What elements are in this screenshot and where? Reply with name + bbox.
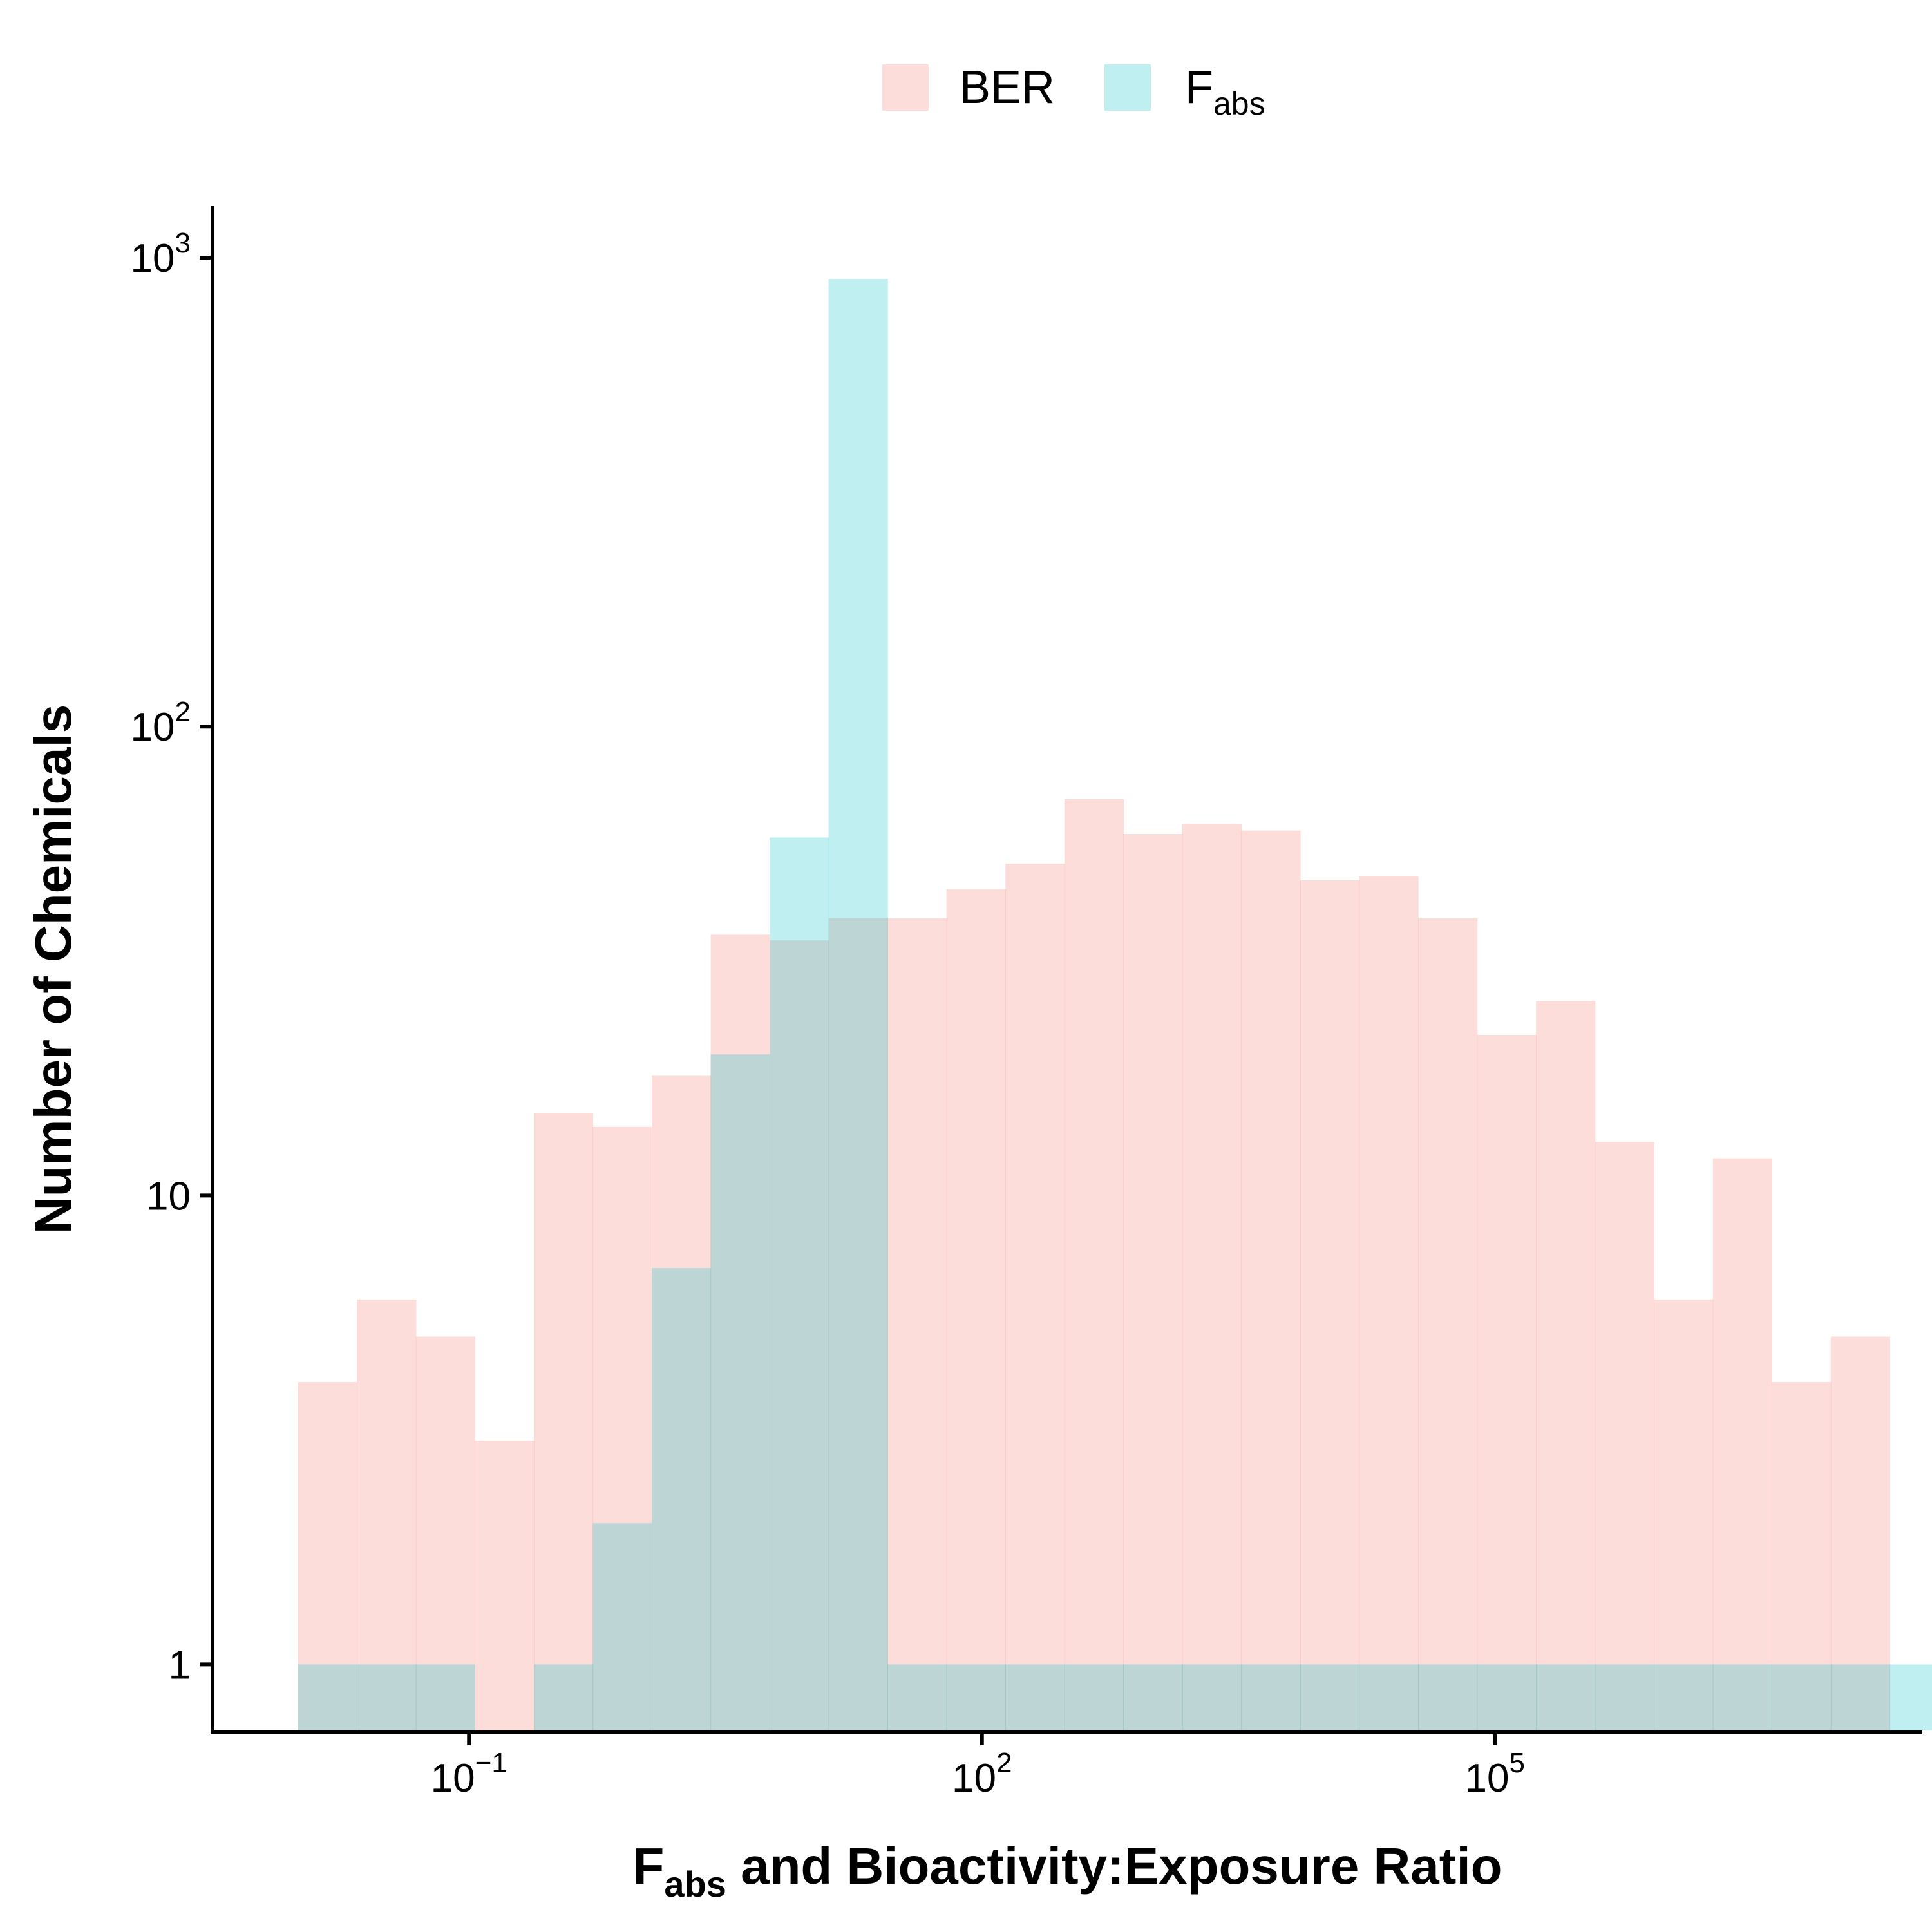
- ber-bar-10: [887, 918, 947, 1730]
- ber-bar-12: [1005, 864, 1065, 1730]
- fabs-bar-6: [652, 1268, 712, 1730]
- fabs-bar-1: [357, 1664, 417, 1730]
- ber-bar-8: [770, 940, 829, 1730]
- fabs-bar-17: [1300, 1664, 1360, 1730]
- fabs-bar-20: [1477, 1664, 1537, 1730]
- fabs-bar-12: [1005, 1664, 1065, 1730]
- legend-key-0: [882, 64, 929, 111]
- ber-bar-6: [652, 1075, 712, 1730]
- ber-bar-26: [1830, 1336, 1891, 1730]
- x-tick-label-2: 105: [1465, 1747, 1525, 1801]
- fabs-bar-4: [533, 1664, 594, 1730]
- fabs-bar-0: [298, 1664, 357, 1730]
- ber-bar-5: [592, 1126, 652, 1730]
- ber-bar-18: [1359, 876, 1419, 1730]
- fabs-bar-5: [592, 1523, 652, 1730]
- ber-bar-13: [1064, 799, 1124, 1730]
- fabs-bar-10: [887, 1664, 947, 1730]
- fabs-bar-18: [1359, 1664, 1419, 1730]
- legend-label-0: BER: [960, 62, 1055, 113]
- ber-bar-20: [1477, 1034, 1537, 1730]
- fabs-bar-26: [1830, 1664, 1891, 1730]
- fabs-bar-7: [710, 1054, 770, 1730]
- ber-bar-2: [415, 1336, 475, 1730]
- ber-bar-19: [1418, 918, 1478, 1730]
- fabs-bar-16: [1241, 1664, 1301, 1730]
- ber-bar-0: [298, 1382, 357, 1730]
- ber-bar-4: [533, 1113, 594, 1730]
- fabs-bar-22: [1595, 1664, 1654, 1730]
- fabs-bar-15: [1182, 1664, 1242, 1730]
- fabs-bar-24: [1712, 1664, 1772, 1730]
- x-tick-label-0: 10−1: [431, 1747, 507, 1801]
- legend-key-1: [1104, 64, 1151, 111]
- fabs-bar-25: [1772, 1664, 1832, 1730]
- ber-bar-23: [1654, 1299, 1714, 1730]
- ber-bar-16: [1241, 830, 1301, 1730]
- ber-bar-24: [1712, 1158, 1772, 1730]
- x-axis-title: Fabs and Bioactivity:Exposure Ratio: [632, 1837, 1502, 1904]
- y-tick-label-1: 10: [146, 1174, 191, 1218]
- x-tick-label-1: 102: [952, 1747, 1012, 1801]
- y-axis-title: Number of Chemicals: [24, 705, 82, 1234]
- ber-bar-3: [475, 1441, 535, 1730]
- fabs-bar-2: [415, 1664, 475, 1730]
- ber-bar-14: [1123, 834, 1183, 1730]
- y-tick-label-2: 102: [131, 696, 191, 750]
- axis-lines: [211, 206, 1922, 1734]
- fabs-bar-14: [1123, 1664, 1183, 1730]
- ber-bar-1: [357, 1299, 417, 1730]
- fabs-bar-9: [828, 279, 888, 1731]
- ber-bar-9: [828, 918, 888, 1730]
- ber-bar-17: [1300, 880, 1360, 1730]
- fabs-bar-21: [1536, 1664, 1596, 1730]
- fabs-bar-11: [946, 1664, 1006, 1730]
- fabs-bar-13: [1064, 1664, 1124, 1730]
- legend: BER Fabs: [882, 62, 1265, 122]
- ber-bar-21: [1536, 1001, 1596, 1730]
- histogram-bars: [298, 279, 1932, 1731]
- ber-bar-11: [946, 889, 1006, 1730]
- ber-bar-25: [1772, 1382, 1832, 1730]
- ber-bar-15: [1182, 824, 1242, 1730]
- fabs-bar-8: [770, 837, 829, 1730]
- fabs-bar-19: [1418, 1664, 1478, 1730]
- legend-label-1: Fabs: [1185, 62, 1265, 122]
- fabs-bar-23: [1654, 1664, 1714, 1730]
- axes: 1 10 102 103 10−1 102 105 Fabs and Bioactivity:…: [24, 206, 1922, 1904]
- y-tick-label-0: 1: [169, 1643, 191, 1687]
- fabs-bar-27: [1889, 1664, 1932, 1730]
- ber-bar-22: [1595, 1142, 1654, 1730]
- ber-bar-7: [710, 934, 770, 1730]
- y-tick-label-3: 103: [131, 227, 191, 281]
